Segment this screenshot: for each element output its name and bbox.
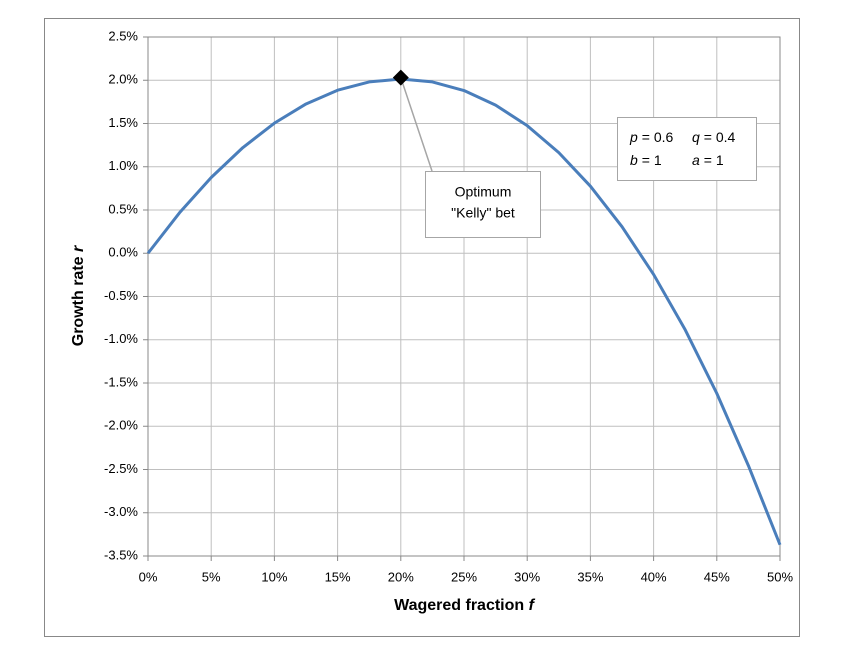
y-tick-label: 0.5% (108, 201, 138, 216)
data-line (146, 77, 782, 546)
y-tick-label: -3.5% (104, 547, 138, 562)
chart-frame (44, 18, 800, 637)
y-tick-label: -1.0% (104, 331, 138, 346)
parameter: a = 1 (692, 152, 724, 168)
y-tick-label: -1.5% (104, 374, 138, 389)
parameter-symbol: a (692, 152, 700, 168)
y-tick-label: 2.0% (108, 72, 138, 87)
y-tick-label: -2.0% (104, 418, 138, 433)
x-tick-label: 50% (767, 569, 793, 584)
parameters-box (617, 117, 757, 181)
x-tick-label: 30% (514, 569, 540, 584)
callout-box (425, 171, 541, 238)
callout-text: "Kelly" bet (451, 205, 515, 221)
x-tick-label: 15% (325, 569, 351, 584)
y-tick-label: 1.5% (108, 115, 138, 130)
y-tick-label: -0.5% (104, 288, 138, 303)
x-tick-label: 0% (139, 569, 158, 584)
parameter-symbol: b (630, 152, 638, 168)
callout-leader (400, 77, 433, 172)
x-axis-title: Wagered fraction f (394, 597, 536, 614)
y-tick-label: 1.0% (108, 158, 138, 173)
y-tick-label: -2.5% (104, 461, 138, 476)
x-tick-label: 10% (261, 569, 287, 584)
optimum-marker (392, 69, 409, 86)
parameter-value: = 1 (704, 152, 724, 168)
parameter-value: = 0.6 (642, 129, 674, 145)
x-tick-label: 25% (451, 569, 477, 584)
x-tick-label: 5% (202, 569, 221, 584)
x-tick-label: 40% (641, 569, 667, 584)
parameter: q = 0.4 (692, 129, 736, 145)
x-tick-label: 20% (388, 569, 414, 584)
parameter: b = 1 (630, 152, 662, 168)
parameter: p = 0.6 (629, 129, 674, 145)
parameter-value: = 0.4 (704, 129, 736, 145)
parameter-symbol: p (629, 129, 638, 145)
x-tick-label: 45% (704, 569, 730, 584)
plot-border (147, 36, 781, 557)
x-tick-label: 35% (577, 569, 603, 584)
y-tick-label: 0.0% (108, 245, 138, 260)
callout-text: Optimum (455, 184, 512, 200)
y-axis-title: Growth rate r (70, 245, 87, 346)
parameter-value: = 1 (642, 152, 662, 168)
y-tick-label: 2.5% (108, 28, 138, 43)
y-tick-label: -3.0% (104, 504, 138, 519)
parameter-symbol: q (692, 129, 700, 145)
